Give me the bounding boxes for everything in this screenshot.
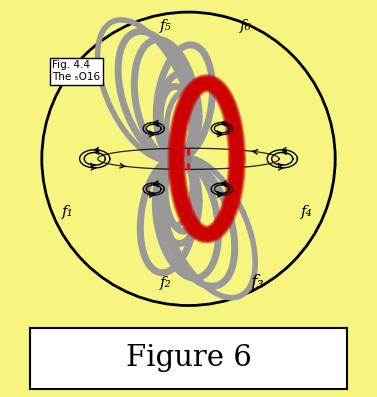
Text: f₄: f₄ [300,205,312,219]
Text: Figure 6: Figure 6 [126,344,251,372]
Text: f₅: f₅ [160,19,172,33]
Text: Fig. 4.4
The ₅O16: Fig. 4.4 The ₅O16 [52,60,101,82]
Text: f₁: f₁ [61,205,74,219]
Text: f₃: f₃ [250,274,264,292]
Text: f₂: f₂ [160,276,172,290]
Text: f₆: f₆ [240,19,252,33]
